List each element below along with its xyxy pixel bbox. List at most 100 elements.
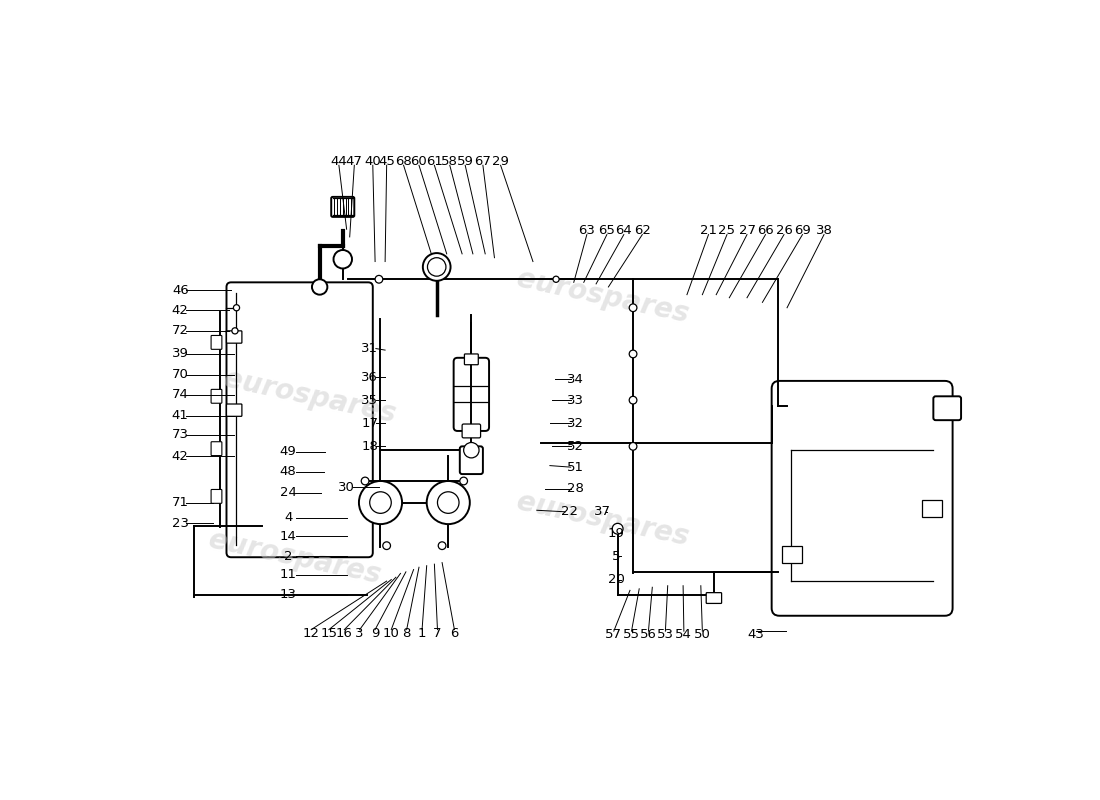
Text: 13: 13 (279, 589, 297, 602)
Text: 10: 10 (383, 627, 399, 640)
Text: 20: 20 (607, 573, 625, 586)
Text: eurospares: eurospares (514, 487, 691, 551)
Text: 52: 52 (566, 440, 584, 453)
FancyBboxPatch shape (464, 354, 478, 365)
Text: 11: 11 (279, 569, 297, 582)
Text: 55: 55 (623, 629, 640, 642)
Text: 56: 56 (640, 629, 657, 642)
Text: 33: 33 (566, 394, 584, 406)
Circle shape (427, 481, 470, 524)
Text: 41: 41 (172, 409, 189, 422)
Text: 64: 64 (615, 224, 632, 238)
Text: 31: 31 (361, 342, 378, 355)
Text: 65: 65 (598, 224, 615, 238)
Circle shape (464, 442, 480, 458)
FancyBboxPatch shape (227, 282, 373, 558)
FancyBboxPatch shape (922, 500, 942, 517)
Text: 54: 54 (675, 629, 692, 642)
Circle shape (383, 542, 390, 550)
FancyBboxPatch shape (460, 446, 483, 474)
Text: 74: 74 (172, 388, 189, 402)
Text: 39: 39 (172, 347, 189, 361)
Text: 70: 70 (172, 368, 189, 382)
Circle shape (629, 442, 637, 450)
Circle shape (438, 542, 446, 550)
Circle shape (359, 481, 403, 524)
Text: 23: 23 (172, 517, 189, 530)
Text: 35: 35 (361, 394, 378, 406)
FancyBboxPatch shape (772, 381, 953, 616)
Circle shape (629, 304, 637, 312)
Text: 21: 21 (700, 224, 717, 238)
Circle shape (460, 477, 467, 485)
Text: 38: 38 (815, 224, 833, 238)
Text: 16: 16 (336, 627, 353, 640)
Text: 2: 2 (284, 550, 293, 563)
Text: 63: 63 (579, 224, 595, 238)
Text: 7: 7 (433, 627, 442, 640)
FancyBboxPatch shape (211, 335, 222, 350)
Text: 58: 58 (441, 155, 459, 168)
Text: 53: 53 (657, 629, 674, 642)
Text: 71: 71 (172, 496, 189, 509)
Circle shape (312, 279, 328, 294)
Circle shape (553, 276, 559, 282)
Text: 60: 60 (410, 155, 428, 168)
Text: 69: 69 (794, 224, 811, 238)
Text: 22: 22 (561, 506, 579, 518)
Text: 4: 4 (284, 511, 293, 525)
Text: 26: 26 (776, 224, 792, 238)
Text: 8: 8 (403, 627, 411, 640)
Text: 37: 37 (594, 506, 610, 518)
Text: 12: 12 (302, 627, 320, 640)
Text: 29: 29 (492, 155, 509, 168)
Text: 24: 24 (279, 486, 297, 499)
Circle shape (370, 492, 392, 514)
Text: 68: 68 (395, 155, 412, 168)
Text: 43: 43 (748, 629, 764, 642)
Text: 18: 18 (361, 440, 378, 453)
FancyBboxPatch shape (227, 331, 242, 343)
Text: 67: 67 (474, 155, 492, 168)
Circle shape (333, 250, 352, 269)
FancyBboxPatch shape (933, 396, 961, 420)
Text: 15: 15 (320, 627, 338, 640)
Text: 51: 51 (566, 461, 584, 474)
FancyBboxPatch shape (462, 424, 481, 438)
Text: 59: 59 (456, 155, 474, 168)
Text: 46: 46 (172, 283, 189, 297)
Text: eurospares: eurospares (221, 364, 398, 428)
Text: 45: 45 (378, 155, 395, 168)
Text: eurospares: eurospares (206, 526, 383, 590)
Circle shape (233, 305, 240, 311)
Text: eurospares: eurospares (514, 264, 691, 328)
Circle shape (422, 253, 451, 281)
Circle shape (438, 492, 459, 514)
FancyBboxPatch shape (331, 197, 354, 217)
Circle shape (232, 328, 238, 334)
Text: 30: 30 (338, 481, 355, 494)
Text: 62: 62 (634, 224, 651, 238)
Text: 1: 1 (418, 627, 427, 640)
Circle shape (375, 275, 383, 283)
Text: 19: 19 (607, 527, 625, 540)
Text: 25: 25 (718, 224, 736, 238)
Text: 32: 32 (566, 417, 584, 430)
Text: 42: 42 (172, 303, 189, 317)
Text: 72: 72 (172, 324, 189, 338)
FancyBboxPatch shape (453, 358, 490, 431)
Circle shape (613, 523, 623, 534)
Text: 5: 5 (612, 550, 620, 563)
FancyBboxPatch shape (211, 490, 222, 503)
Text: 36: 36 (361, 370, 378, 383)
FancyBboxPatch shape (706, 593, 722, 603)
Text: 57: 57 (605, 629, 623, 642)
Text: 47: 47 (345, 155, 363, 168)
Text: 50: 50 (694, 629, 711, 642)
Circle shape (428, 258, 446, 276)
FancyBboxPatch shape (782, 546, 802, 563)
FancyBboxPatch shape (211, 390, 222, 403)
Text: 48: 48 (279, 466, 297, 478)
Text: 44: 44 (330, 155, 348, 168)
Text: 66: 66 (757, 224, 774, 238)
